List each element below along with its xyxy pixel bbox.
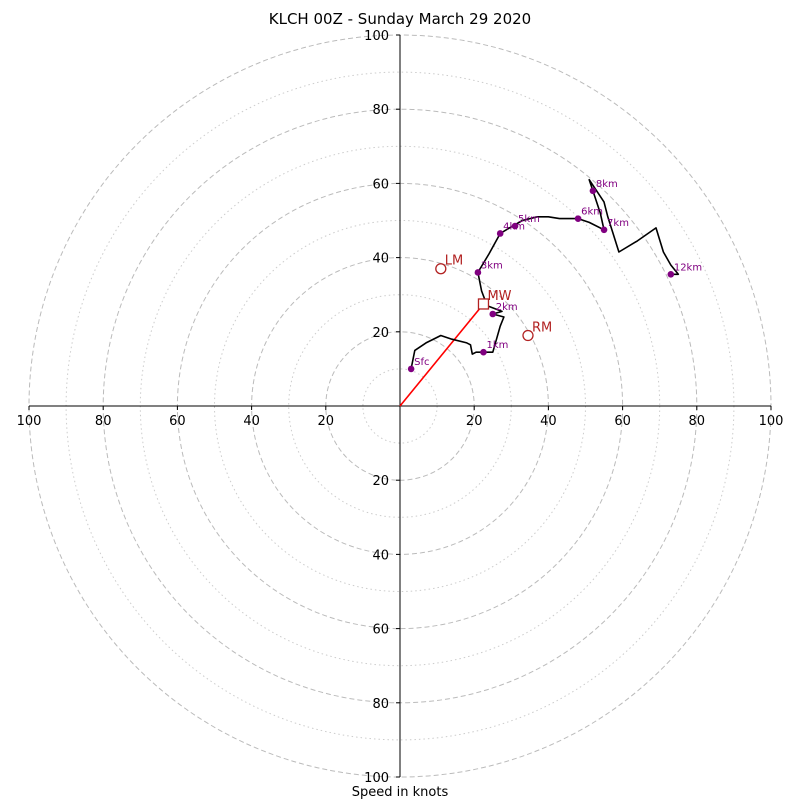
x-tick-label: 40: [540, 414, 557, 429]
y-tick-label: 80: [372, 103, 389, 118]
x-tick-label: 20: [318, 414, 335, 429]
x-axis-label: Speed in knots: [352, 785, 449, 800]
height-point-marker: [574, 215, 582, 222]
y-tick-label: 60: [372, 177, 389, 192]
height-point-label: 12km: [674, 262, 702, 273]
y-tick-label: 60: [372, 623, 389, 638]
height-point-marker: [589, 187, 597, 195]
storm-motion-label-mw: MW: [487, 289, 511, 304]
hodograph-trace: [410, 178, 680, 370]
height-point-label: 6km: [581, 207, 603, 218]
y-tick-label: 40: [372, 548, 389, 563]
height-point-marker: [407, 365, 415, 373]
height-point-marker: [480, 348, 487, 356]
height-points: Sfc1km2km3km4km5km6km7km8km12km: [407, 179, 702, 373]
x-tick-label: 60: [169, 414, 186, 429]
chart-title: KLCH 00Z - Sunday March 29 2020: [268, 10, 532, 28]
x-tick-label: 40: [243, 414, 260, 429]
height-point-marker: [474, 269, 482, 276]
height-point-label: 1km: [486, 340, 508, 351]
x-tick-label: 80: [95, 414, 112, 429]
height-point-label: 5km: [518, 214, 540, 225]
x-tick-label: 100: [17, 414, 42, 429]
x-tick-label: 80: [689, 414, 706, 429]
storm-motion-marker-mw: [477, 298, 490, 310]
y-tick-label: 20: [372, 474, 389, 489]
height-point-marker: [489, 310, 497, 318]
x-tick-label: 20: [466, 414, 483, 429]
y-tick-label: 40: [372, 252, 389, 267]
y-tick-label: 20: [372, 326, 389, 341]
height-point-label: 3km: [481, 260, 503, 271]
height-point-marker: [496, 230, 504, 237]
storm-motion-label-lm: LM: [445, 254, 463, 269]
shear-vector-line: [399, 303, 485, 407]
height-point-marker: [511, 222, 519, 230]
hodograph-line: [410, 178, 680, 370]
height-point-label: 2km: [496, 302, 518, 313]
storm-motion-label-rm: RM: [532, 321, 552, 336]
y-tick-label: 80: [372, 697, 389, 712]
tick-labels: 20 20 20 20 40 40 40 40 60 60 60 60 80 80 80 80 100 100 10…: [17, 29, 784, 786]
storm-motions: LM MW RM: [435, 254, 552, 342]
height-point-label: Sfc: [414, 357, 429, 368]
x-tick-label: 60: [614, 414, 631, 429]
storm-motion-marker-lm: [435, 263, 447, 275]
y-tick-label: 100: [364, 771, 389, 786]
y-tick-label: 100: [364, 29, 389, 44]
shear-vector: [399, 303, 485, 407]
height-point-label: 7km: [607, 218, 629, 229]
height-point-marker: [600, 226, 608, 234]
x-tick-label: 100: [759, 414, 784, 429]
height-point-marker: [667, 270, 675, 278]
storm-motion-marker-rm: [522, 329, 534, 342]
height-point-label: 8km: [596, 179, 618, 190]
